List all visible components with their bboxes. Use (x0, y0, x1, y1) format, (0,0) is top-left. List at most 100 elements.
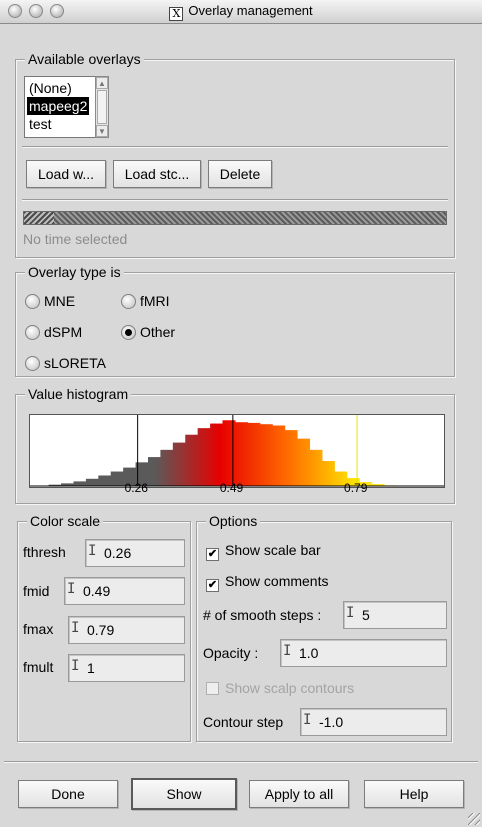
zoom-window-button[interactable] (50, 4, 64, 18)
color-scale-group: Color scale fthresh I fmid I fmax I fmul… (17, 512, 191, 742)
histogram-svg (30, 415, 444, 487)
histogram-bar (309, 449, 323, 486)
fmax-input[interactable] (68, 616, 185, 644)
histogram-bar (259, 424, 273, 486)
tick-label-fmid: 0.49 (219, 481, 244, 495)
histogram-bar (160, 449, 174, 486)
show-scale-bar-label: Show scale bar (225, 542, 321, 558)
show-scalp-contours-label: Show scalp contours (225, 680, 355, 696)
histogram-bar (222, 420, 236, 486)
fthresh-input[interactable] (85, 539, 185, 567)
scroll-down-icon[interactable]: ▼ (96, 125, 108, 137)
show-comments-label: Show comments (225, 573, 329, 589)
radio-fmri[interactable]: fMRI (121, 293, 170, 309)
value-histogram-group: Value histogram 0.26 0.49 0.79 (15, 385, 455, 504)
radio-dspm[interactable]: dSPM (25, 324, 82, 340)
histogram-bar (297, 438, 311, 486)
histogram-bar (371, 484, 385, 486)
histogram-bar (123, 467, 137, 486)
histogram-bar (98, 475, 112, 486)
overlay-separator (22, 146, 448, 148)
options-group: Options ✔ Show scale bar ✔ Show comments #… (196, 512, 452, 742)
histogram-bar (48, 484, 62, 486)
apply-to-all-button[interactable]: Apply to all (249, 780, 349, 808)
contour-step-input[interactable] (300, 708, 447, 736)
load-w-button[interactable]: Load w... (26, 160, 106, 188)
text-cursor-icon: I (88, 543, 97, 559)
checkbox-icon[interactable]: ✔ (206, 548, 219, 561)
radio-button-icon[interactable] (121, 294, 136, 309)
overlay-list-scrollbar[interactable]: ▲ ▼ (95, 76, 109, 138)
tick-label-fmax: 0.79 (344, 481, 368, 495)
histogram-bar (334, 471, 348, 486)
histogram-bar (346, 478, 360, 486)
opacity-input[interactable] (280, 639, 447, 667)
radio-mne[interactable]: MNE (25, 293, 75, 309)
histogram-plot[interactable] (29, 414, 445, 488)
time-progress-bar[interactable] (23, 211, 447, 225)
load-stc-button[interactable]: Load stc... (113, 160, 201, 188)
histogram-bar (272, 425, 286, 486)
text-cursor-icon: I (71, 658, 80, 674)
fthresh-label: fthresh (23, 544, 66, 560)
color-scale-legend: Color scale (27, 512, 104, 530)
histogram-bar (359, 482, 373, 486)
radio-mne-label: MNE (44, 293, 76, 309)
histogram-bar (197, 428, 211, 486)
help-button[interactable]: Help (364, 780, 464, 808)
scroll-up-icon[interactable]: ▲ (96, 77, 108, 89)
radio-other[interactable]: Other (121, 324, 175, 340)
radio-other-label: Other (140, 324, 176, 340)
done-button[interactable]: Done (18, 780, 118, 808)
minimize-window-button[interactable] (29, 4, 43, 18)
radio-sloreta[interactable]: sLORETA (25, 355, 106, 371)
resize-grip-icon[interactable] (468, 813, 480, 825)
fmult-input[interactable] (68, 654, 185, 682)
radio-button-icon[interactable] (121, 325, 136, 340)
list-item[interactable]: mapeeg2 (27, 97, 90, 115)
list-item[interactable]: (None) (29, 80, 72, 96)
fmid-input[interactable] (64, 577, 185, 605)
radio-sloreta-label: sLORETA (44, 355, 106, 371)
radio-fmri-label: fMRI (140, 293, 170, 309)
time-progress-fill (24, 212, 54, 224)
fmax-label: fmax (23, 621, 54, 637)
text-cursor-icon: I (283, 643, 292, 659)
available-overlays-group: Available overlays (None) mapeeg2 test ▲… (15, 50, 455, 258)
time-separator (22, 199, 448, 201)
radio-button-icon[interactable] (25, 325, 40, 340)
text-cursor-icon: I (303, 712, 312, 728)
delete-button[interactable]: Delete (208, 160, 272, 188)
smooth-steps-input[interactable] (343, 601, 447, 629)
show-scale-bar-checkbox[interactable]: ✔ Show scale bar (206, 542, 321, 561)
histogram-bar (147, 457, 162, 486)
list-item[interactable]: test (29, 116, 52, 132)
histogram-bar (172, 442, 186, 486)
text-cursor-icon: I (71, 620, 80, 636)
time-status-text: No time selected (23, 231, 128, 247)
available-overlays-legend: Available overlays (25, 50, 144, 68)
checkbox-icon[interactable] (206, 682, 219, 695)
show-button[interactable]: Show (131, 778, 237, 810)
scroll-thumb[interactable] (97, 90, 107, 124)
show-comments-checkbox[interactable]: ✔ Show comments (206, 573, 328, 592)
histogram-bar (185, 434, 199, 486)
overlay-type-legend: Overlay type is (25, 263, 124, 281)
contour-step-label: Contour step (203, 714, 284, 730)
window-title: Overlay management (188, 3, 313, 18)
histogram-bar (247, 422, 261, 486)
radio-dspm-label: dSPM (44, 324, 83, 340)
radio-button-icon[interactable] (25, 356, 40, 371)
checkbox-icon[interactable]: ✔ (206, 579, 219, 592)
show-scalp-contours-checkbox[interactable]: Show scalp contours (206, 680, 354, 696)
radio-button-icon[interactable] (25, 294, 40, 309)
histogram-bar (110, 471, 124, 486)
fmid-label: fmid (23, 583, 50, 599)
histogram-bar (73, 481, 87, 486)
histogram-bar (234, 422, 248, 486)
close-window-button[interactable] (8, 4, 22, 18)
histogram-bar (85, 478, 99, 486)
text-cursor-icon: I (67, 581, 76, 597)
overlay-type-group: Overlay type is MNE fMRI dSPM Other sLOR… (15, 263, 455, 377)
histogram-bar (61, 483, 75, 486)
